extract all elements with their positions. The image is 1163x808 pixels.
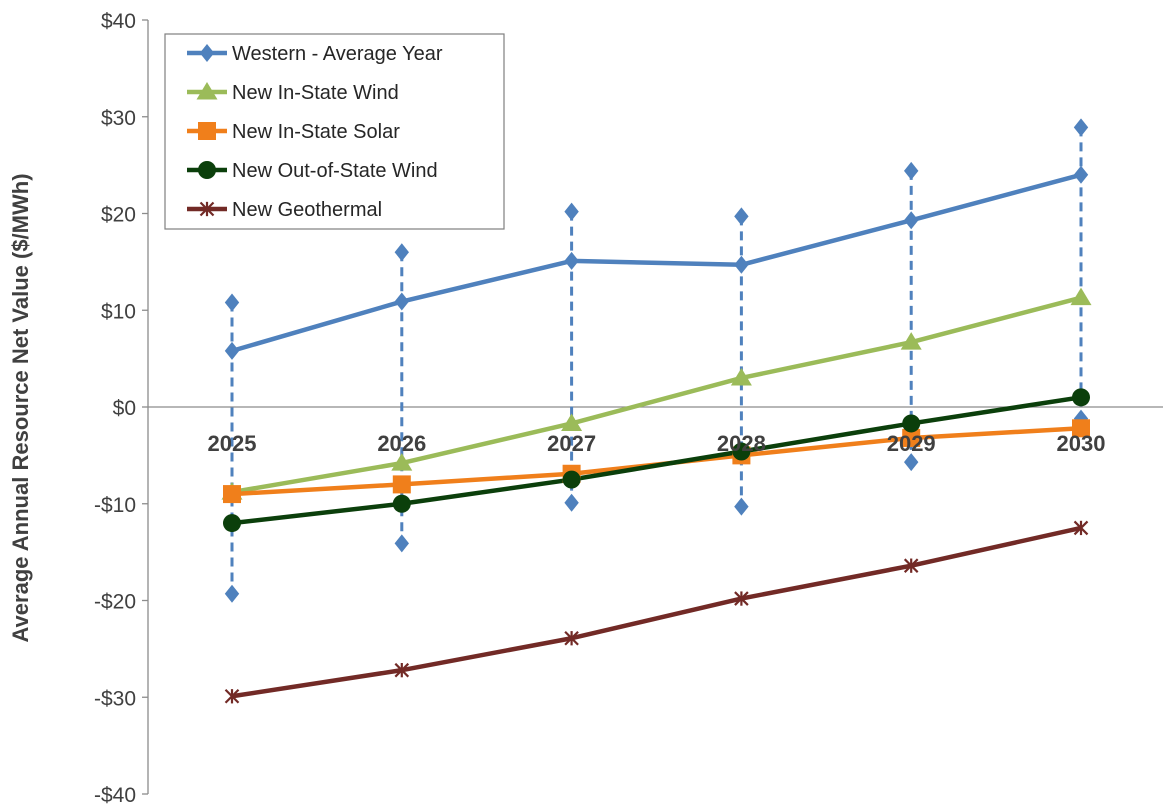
point-new-out-of-state-wind-2026 (392, 494, 411, 513)
x-tick-label-3: 2028 (717, 431, 766, 456)
y-tick-label-8: -$40 (94, 784, 136, 807)
point-new-in-state-wind-2027 (561, 413, 583, 431)
legend-label-new-in-state-solar: New In-State Solar (232, 121, 400, 143)
y-tick-label-0: $40 (101, 10, 136, 33)
point-new-in-state-solar-2030 (1072, 419, 1090, 438)
range-high-marker-2029 (904, 161, 919, 180)
range-high-marker-2030 (1073, 118, 1089, 137)
point-western-average-year-2025 (224, 341, 240, 360)
y-tick-label-6: -$20 (94, 591, 136, 614)
series-markers (221, 165, 1092, 704)
range-high-marker-2026 (394, 243, 409, 262)
point-new-out-of-state-wind-2029 (902, 414, 921, 433)
legend-label-new-geothermal: New Geothermal (232, 199, 382, 221)
point-new-in-state-wind-2029 (900, 332, 922, 350)
legend-marker-new-out-of-state-wind (198, 161, 216, 179)
point-new-geothermal-2027 (564, 630, 579, 646)
range-high-marker-2025 (224, 293, 240, 312)
point-new-geothermal-2028 (734, 591, 749, 606)
y-tick-label-5: -$10 (94, 494, 136, 517)
point-new-out-of-state-wind-2027 (562, 470, 581, 489)
legend-label-new-in-state-wind: New In-State Wind (232, 82, 399, 104)
point-new-in-state-wind-2026 (391, 453, 413, 471)
point-western-average-year-2029 (904, 211, 919, 230)
x-tick-labels: 2025 2026 2027 2028 2029 2030 (208, 431, 1106, 456)
point-western-average-year-2030 (1073, 165, 1089, 184)
range-high-marker-2028 (734, 207, 749, 226)
y-tick-label-4: $0 (113, 397, 136, 420)
point-western-average-year-2026 (394, 292, 409, 311)
legend: Western - Average Year New In-State Wind N… (164, 33, 505, 230)
y-tick-label-3: $10 (101, 300, 136, 323)
point-new-in-state-wind-2028 (730, 367, 752, 386)
x-tick-label-0: 2025 (208, 431, 257, 456)
series-line-new-out-of-state-wind (231, 395, 1082, 526)
series-lines (231, 172, 1082, 699)
range-low-marker-2027 (564, 493, 579, 512)
y-tick-label-1: $30 (101, 107, 136, 130)
point-new-in-state-solar-2025 (223, 485, 241, 504)
legend-label-western-average-year: Western - Average Year (232, 43, 443, 65)
range-low-marker-2025 (224, 584, 240, 603)
point-new-geothermal-2026 (394, 662, 410, 678)
point-new-out-of-state-wind-2028 (732, 442, 751, 461)
axes (142, 19, 1163, 795)
range-low-marker-2029 (904, 453, 919, 472)
y-tick-label-7: -$30 (94, 687, 136, 710)
legend-marker-new-in-state-wind (196, 82, 218, 100)
point-new-geothermal-2025 (224, 689, 240, 704)
point-western-average-year-2027 (564, 251, 579, 270)
series-line-new-geothermal (231, 525, 1082, 699)
y-tick-label-2: $20 (101, 204, 136, 227)
series-line-western-average-year (231, 172, 1082, 354)
series-line-new-in-state-solar (231, 426, 1082, 497)
legend-marker-new-geothermal (199, 201, 215, 217)
range-low-marker-2026 (394, 534, 409, 553)
point-new-in-state-solar-2026 (392, 475, 411, 494)
x-tick-label-1: 2026 (377, 431, 426, 456)
x-tick-label-5: 2030 (1057, 431, 1106, 456)
y-axis-label: Average Annual Resource Net Value ($/MWh… (8, 173, 33, 642)
point-western-average-year-2028 (734, 255, 749, 274)
point-new-out-of-state-wind-2025 (223, 514, 241, 533)
range-high-marker-2027 (564, 202, 579, 221)
point-new-geothermal-2029 (903, 558, 919, 573)
x-tick-label-4: 2029 (887, 431, 936, 456)
point-new-in-state-solar-2029 (902, 428, 921, 447)
legend-marker-new-in-state-solar (198, 122, 216, 140)
series-line-new-in-state-wind (231, 295, 1082, 495)
point-new-out-of-state-wind-2030 (1072, 388, 1090, 407)
point-new-geothermal-2030 (1073, 520, 1089, 536)
legend-label-new-out-of-state-wind: New Out-of-State Wind (232, 160, 438, 182)
y-tick-labels: $40 $30 $20 $10 $0 -$10 -$20 -$30 -$40 (94, 10, 136, 807)
legend-marker-western-average-year (199, 44, 215, 62)
x-tick-label-2: 2027 (547, 431, 596, 456)
range-low-marker-2028 (734, 497, 749, 516)
point-new-in-state-wind-2030 (1070, 287, 1092, 306)
